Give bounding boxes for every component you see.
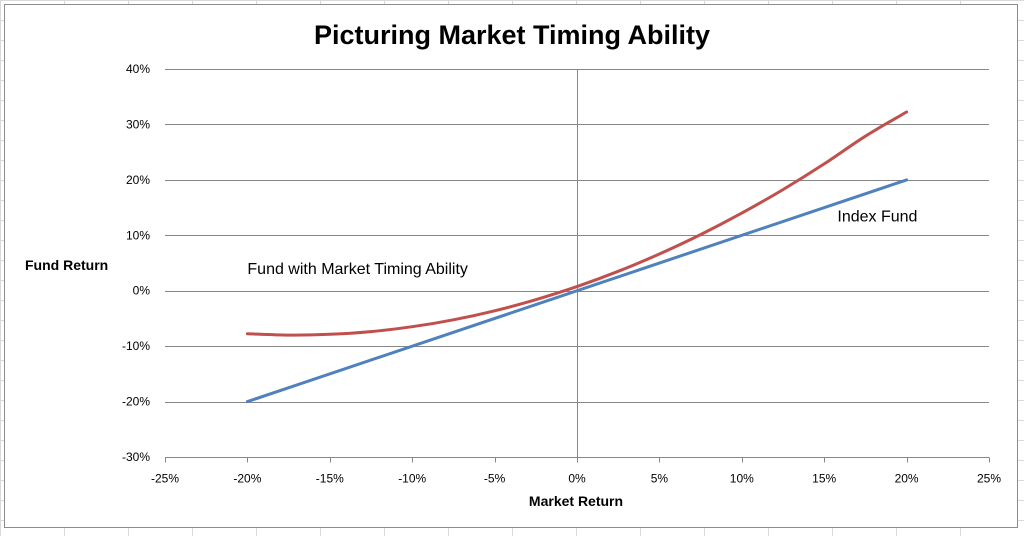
y-tick-label: 20% [126,173,150,187]
y-tick-label: 30% [126,117,150,131]
y-tick-label: 10% [126,228,150,242]
axes [165,69,990,463]
annotations: Index Fund Fund with Market Timing Abilit… [247,208,917,278]
y-tick-label: -30% [122,450,150,464]
x-tick-label: -5% [484,472,506,486]
x-tick-label: 15% [812,472,836,486]
annotation-label-1: Fund with Market Timing Ability [247,261,468,278]
x-tick-labels: -25% -20% -15% -10% -5% 0% 5% 10% 15% 20% 25% [151,472,1001,486]
y-tick-label: -20% [122,395,150,409]
x-tick-label: 20% [895,472,919,486]
x-tick-label: -20% [233,472,261,486]
chart-title: Picturing Market Timing Ability [314,20,710,50]
y-axis-title: Fund Return [25,257,108,273]
x-tick-label: 25% [977,472,1001,486]
x-tick-label: 0% [568,472,586,486]
x-axis-title: Market Return [529,493,623,509]
x-tick-label: -15% [316,472,344,486]
x-tick-label: -25% [151,472,179,486]
y-tick-label: -10% [122,339,150,353]
y-tick-label: 0% [133,284,151,298]
series-lines [245,110,909,404]
x-tick-label: -10% [398,472,426,486]
series-line-fund-with-market-timing-ability [245,110,909,337]
x-tick-label: 10% [730,472,754,486]
y-tick-labels: -30% -20% -10% 0% 10% 20% 30% 40% [122,62,150,464]
x-tick-label: 5% [651,472,669,486]
chart-area[interactable] [4,4,1018,528]
y-tick-label: 40% [126,62,150,76]
series-line-index-fund [245,178,909,404]
annotation-label-0: Index Fund [837,208,917,225]
